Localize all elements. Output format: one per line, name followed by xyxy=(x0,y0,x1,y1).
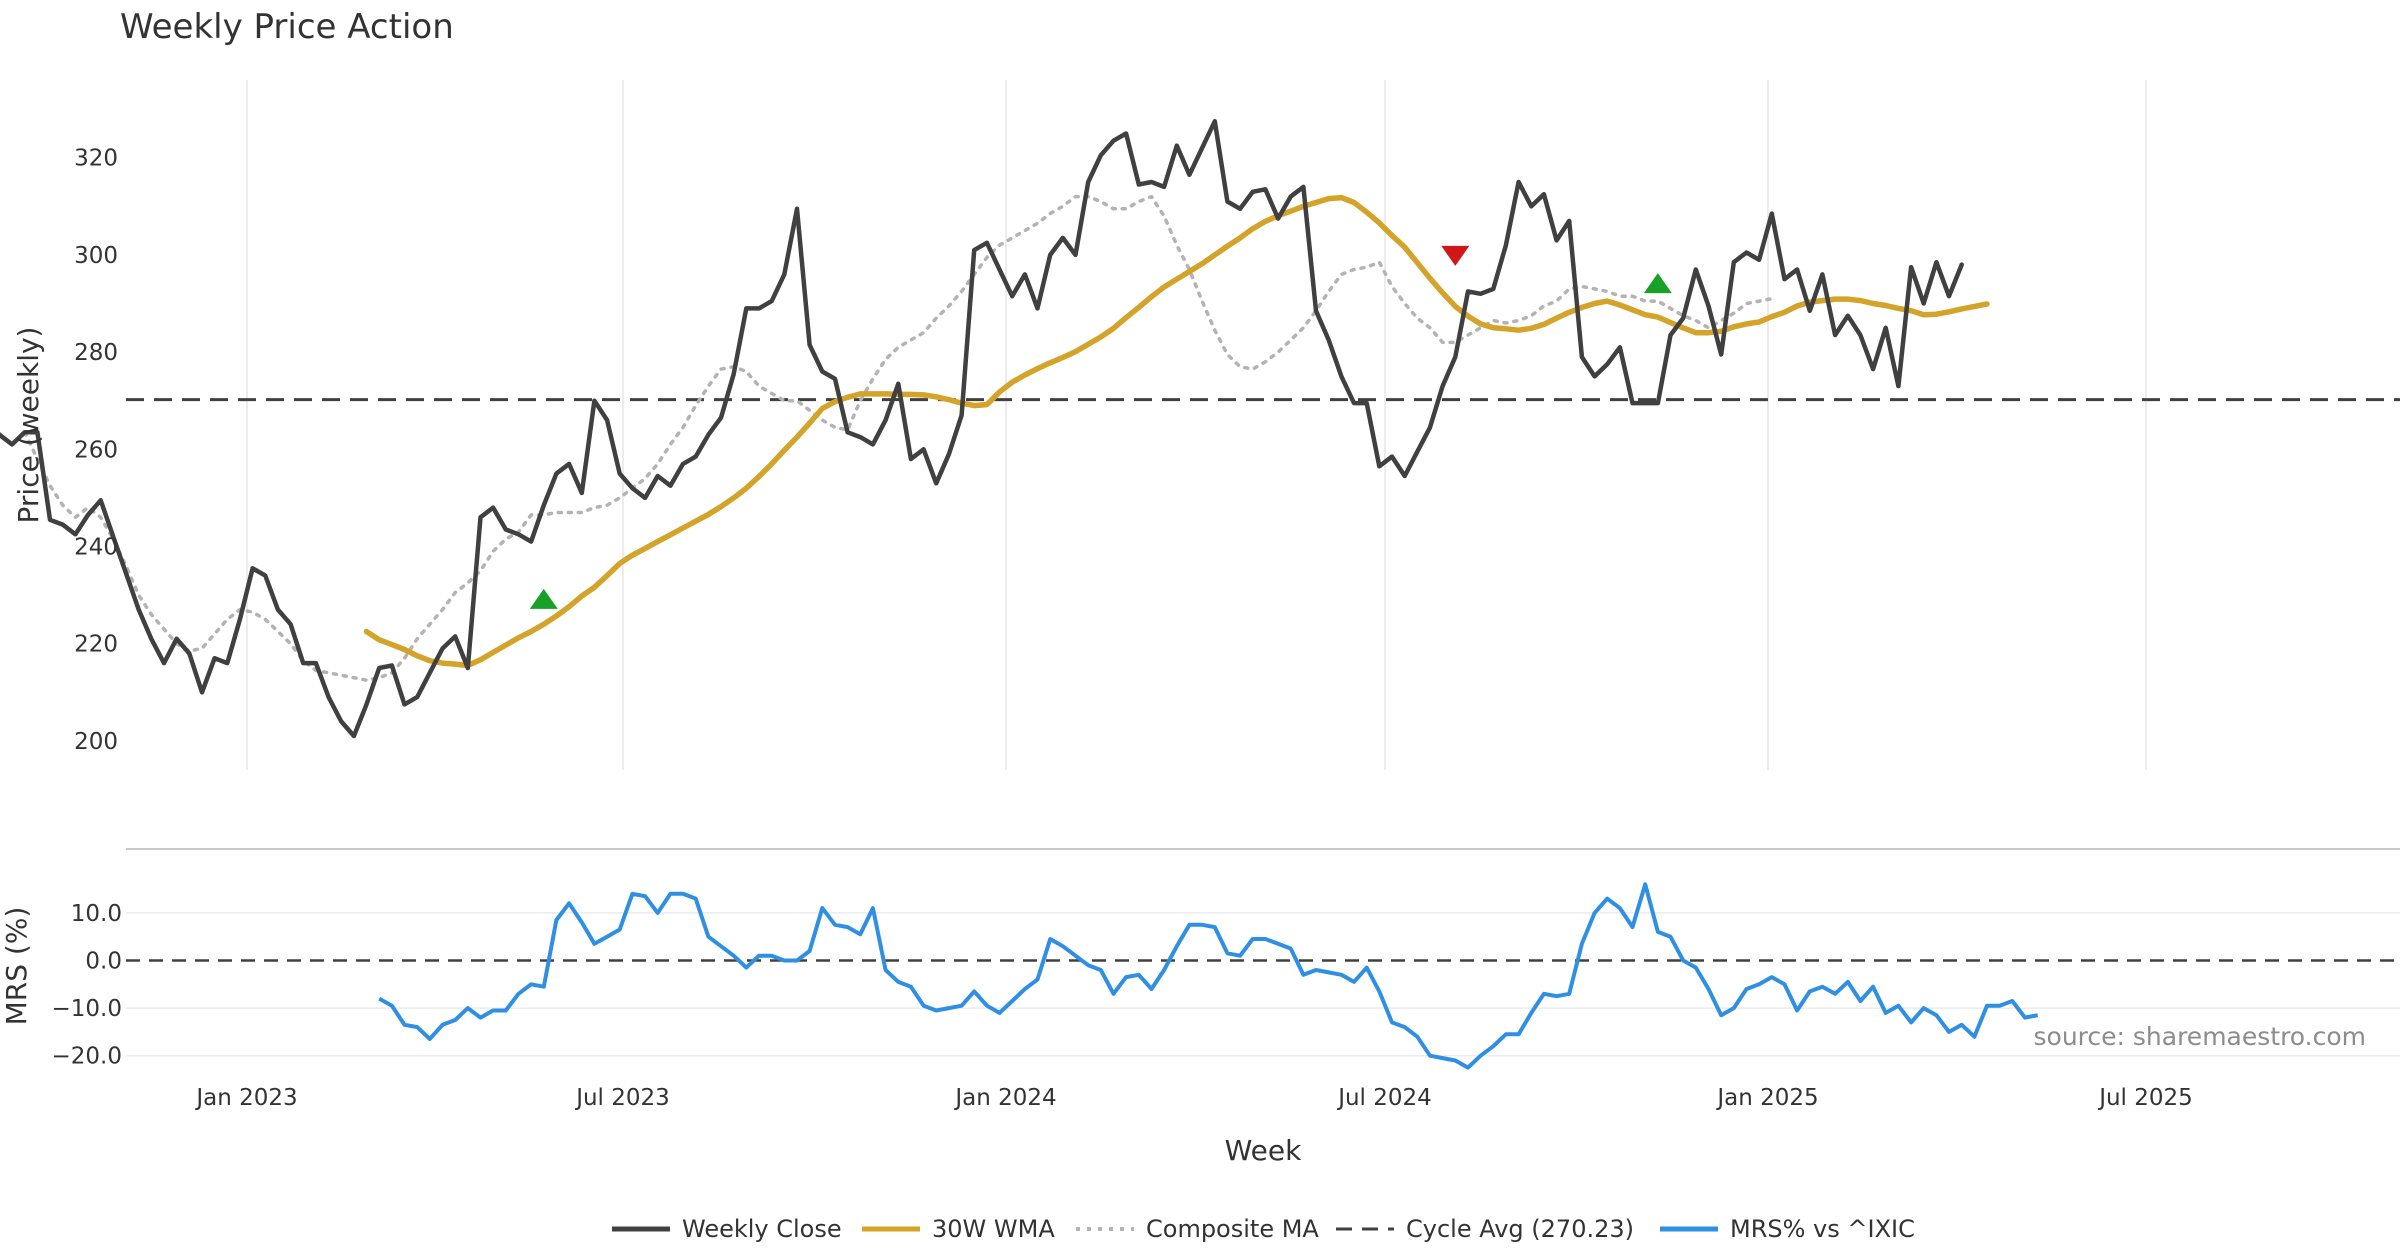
legend-label-mrs-vs-ixic: MRS% vs ^IXIC xyxy=(1730,1215,1915,1243)
legend-label-30w-wma: 30W WMA xyxy=(932,1215,1055,1243)
price-panel-grid xyxy=(246,80,2147,770)
mrs-panel-series xyxy=(378,882,2039,1070)
price-y-tick-240: 240 xyxy=(74,534,118,560)
mrs-panel-grid xyxy=(126,912,2400,1057)
price-y-axis-label: Price (weekly) xyxy=(12,327,45,524)
legend-item-composite-ma: Composite MA xyxy=(1076,1215,1319,1243)
legend-label-weekly-close: Weekly Close xyxy=(682,1215,842,1243)
legend-label-cycle-avg-270-23: Cycle Avg (270.23) xyxy=(1406,1215,1634,1243)
price-y-tick-280: 280 xyxy=(74,340,118,366)
legend-item-mrs-vs-ixic: MRS% vs ^IXIC xyxy=(1660,1215,1915,1243)
chart-legend: Weekly Close 30W WMA Composite MA Cycle Avg… xyxy=(612,1215,1915,1243)
legend-item-cycle-avg-270-23: Cycle Avg (270.23) xyxy=(1336,1215,1634,1243)
sell-signal-marker-2 xyxy=(1441,245,1470,266)
x-tick-jan-2023: Jan 2023 xyxy=(194,1085,297,1111)
buy-signal-marker-3 xyxy=(1643,273,1672,294)
mrs-y-axis-label: MRS (%) xyxy=(0,907,33,1026)
x-tick-jul-2025: Jul 2025 xyxy=(2097,1085,2193,1111)
buy-signal-marker-1 xyxy=(529,588,558,609)
price-y-tick-300: 300 xyxy=(74,243,118,269)
x-tick-jul-2023: Jul 2023 xyxy=(574,1085,670,1111)
mrs-y-tick-10-0: −10.0 xyxy=(52,996,122,1022)
legend-label-composite-ma: Composite MA xyxy=(1146,1215,1319,1243)
price-y-tick-200: 200 xyxy=(74,729,118,755)
mrs-vs-ixic-line xyxy=(378,882,2039,1070)
mrs-y-tick-0-0: 0.0 xyxy=(85,948,122,974)
x-axis-label: Week xyxy=(1225,1134,1302,1167)
chart-title: Weekly Price Action xyxy=(120,7,454,47)
mrs-y-tick-20-0: −20.0 xyxy=(52,1044,122,1070)
source-credit: source: sharemaestro.com xyxy=(2034,1022,2367,1051)
x-axis-ticks: Jan 2023 Jul 2023 Jan 2024 Jul 2024 Jan 2025… xyxy=(194,1085,2192,1111)
x-tick-jul-2024: Jul 2024 xyxy=(1336,1085,1432,1111)
weekly-close-line xyxy=(0,119,1964,739)
price-y-tick-220: 220 xyxy=(74,632,118,658)
price-y-tick-260: 260 xyxy=(74,437,118,463)
mrs-panel-y-ticks: 10.0 0.0 −10.0 −20.0 xyxy=(52,901,122,1070)
price-panel-series xyxy=(0,119,2400,739)
legend-item-weekly-close: Weekly Close xyxy=(612,1215,842,1243)
price-y-tick-320: 320 xyxy=(74,146,118,172)
mrs-y-tick-10-0: 10.0 xyxy=(71,901,122,927)
x-tick-jan-2025: Jan 2025 xyxy=(1715,1085,1818,1111)
composite-ma-line xyxy=(22,194,1774,682)
x-tick-jan-2024: Jan 2024 xyxy=(953,1085,1056,1111)
price-panel-y-ticks: 200 220 240 260 280 300 320 xyxy=(74,146,118,755)
legend-item-30w-wma: 30W WMA xyxy=(862,1215,1055,1243)
